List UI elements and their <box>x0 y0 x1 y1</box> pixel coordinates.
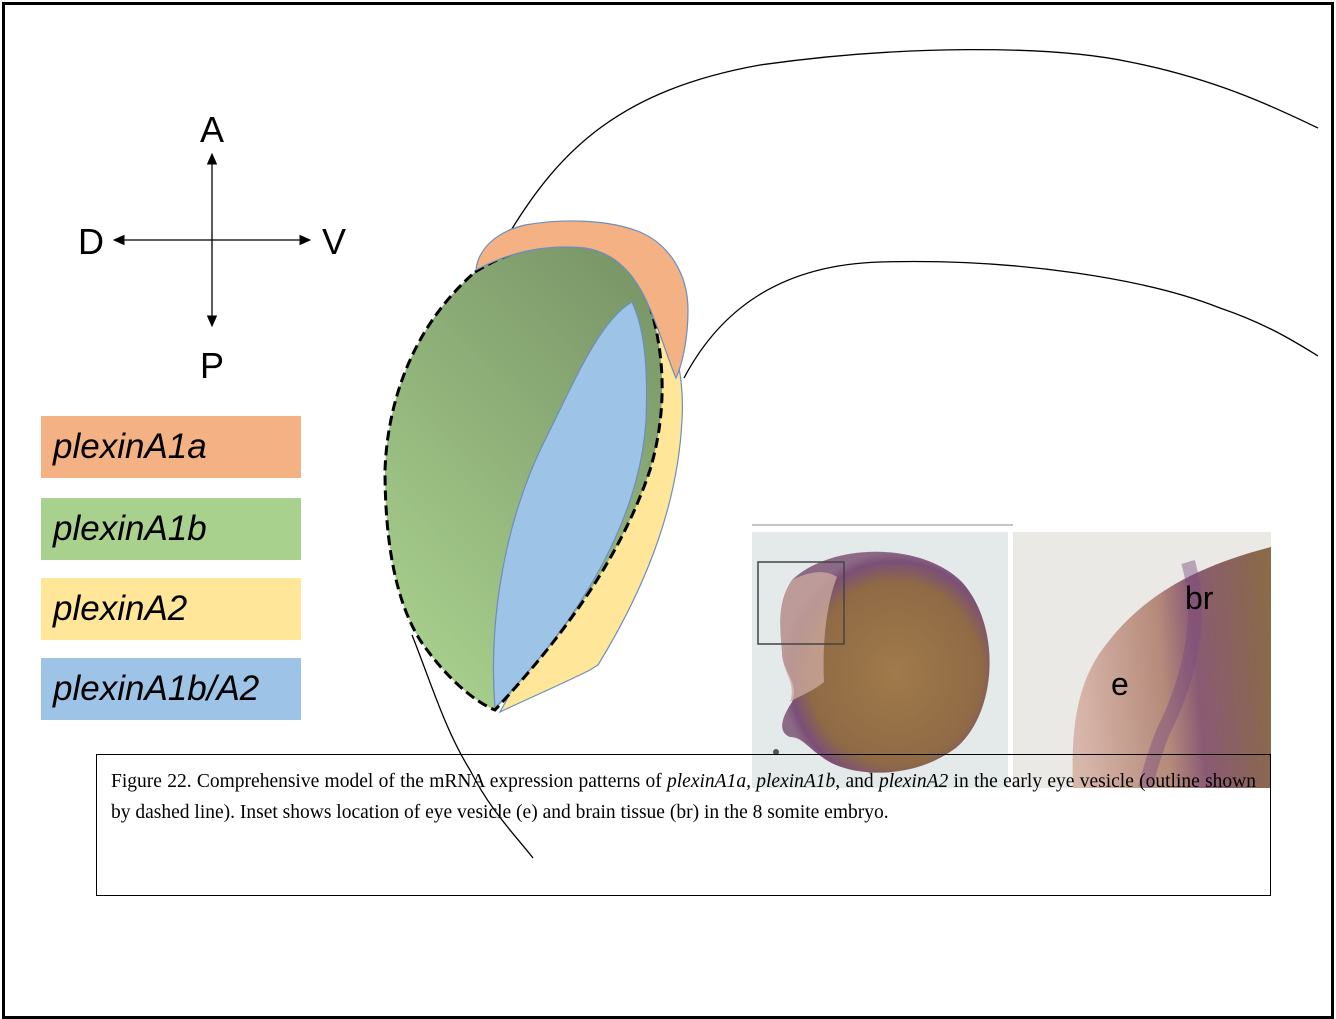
legend-label: plexinA1b/A2 <box>53 669 260 708</box>
embryo-outline <box>411 48 1319 859</box>
inset-photo-zoom: br e <box>1013 532 1271 788</box>
orientation-compass <box>112 152 312 328</box>
embryo-photo-drawing <box>752 532 1008 788</box>
eye-vesicle-dashed-outline <box>383 242 664 712</box>
dorsal-label: D <box>78 221 104 262</box>
caption-and: and <box>840 771 879 792</box>
caption-gene-plexinA2: plexinA2 <box>878 771 949 792</box>
inset-photo-whole-embryo <box>752 532 1008 788</box>
caption-tail: in the early eye vesicle (outline shown … <box>111 771 1257 823</box>
plexinA1a-region <box>475 220 689 380</box>
inset-label-eye: e <box>1111 666 1129 702</box>
embryo-ventral-line <box>411 634 534 859</box>
legend-item-plexinA1a: plexinA1a <box>41 416 301 478</box>
legend-label: plexinA1b <box>53 509 207 548</box>
zoom-photo-drawing <box>1013 532 1271 788</box>
legend-item-plexinA2: plexinA2 <box>41 578 301 640</box>
legend-item-plexinA1b: plexinA1b <box>41 498 301 560</box>
inset-label-brain: br <box>1185 580 1214 616</box>
caption-gene-plexinA1a: plexinA1a, <box>667 771 751 792</box>
legend-item-plexinA1b-A2: plexinA1b/A2 <box>41 658 301 720</box>
inset-zoom-box <box>757 561 845 645</box>
anterior-label: A <box>200 109 225 150</box>
ventral-label: V <box>322 221 347 262</box>
legend-label: plexinA2 <box>53 589 188 628</box>
embryo-inner-line <box>683 260 1319 379</box>
posterior-label: P <box>200 345 225 386</box>
caption-gene-plexinA1b: plexinA1b, <box>756 771 841 792</box>
figure-caption: Figure 22. Comprehensive model of the mR… <box>96 754 1271 896</box>
legend-label: plexinA1a <box>53 427 207 466</box>
caption-lead: Figure 22. Comprehensive model of the mR… <box>111 771 668 792</box>
embryo-dorsal-line <box>509 48 1319 233</box>
